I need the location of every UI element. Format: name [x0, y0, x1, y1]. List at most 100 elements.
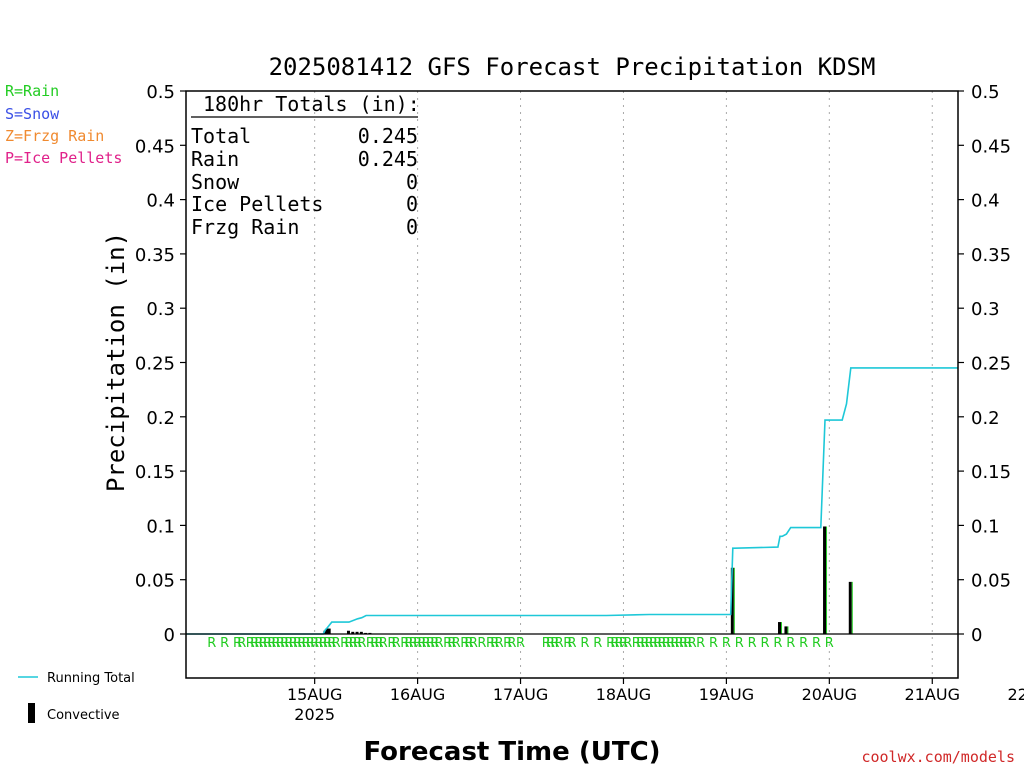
ptype-marker-53: R	[490, 636, 499, 651]
series-legend: Running Total Convective	[18, 671, 135, 723]
totals-box: 180hr Totals (in): Total 0.245 Rain 0.24…	[191, 92, 420, 239]
legend-rain: R=Rain	[5, 82, 59, 100]
ptype-marker-57: R	[516, 636, 525, 651]
totals-label-snow: Snow	[191, 170, 240, 194]
totals-value-snow: 0	[406, 170, 418, 194]
ptype-marker-72: R	[636, 636, 645, 651]
ptype-marker-54: R	[495, 636, 504, 651]
ptype-marker-19: R	[310, 636, 319, 651]
ptype-marker-55: R	[503, 636, 512, 651]
ptype-marker-93: R	[799, 636, 808, 651]
watermark: coolwx.com/models	[861, 748, 1015, 766]
convective-legend-swatch	[28, 703, 35, 723]
ptype-marker-29: R	[357, 636, 366, 651]
ptype-marker-22: R	[323, 636, 332, 651]
legend-frzg-rain: Z=Frzg Rain	[5, 127, 104, 145]
y-tick-label-left-1: 0.05	[135, 571, 175, 592]
ptype-marker-42: R	[426, 636, 435, 651]
convective-bar-9	[730, 567, 734, 634]
y-tick-label-right-4: 0.2	[971, 408, 1000, 429]
x-tick-label-4: 19AUG	[699, 685, 754, 704]
y-tick-label-left-7: 0.35	[135, 245, 175, 266]
ptype-marker-71: R	[632, 636, 641, 651]
ptype-marker-45: R	[443, 636, 452, 651]
ptype-marker-18: R	[306, 636, 315, 651]
ptype-marker-6: R	[254, 636, 263, 651]
plot-frame	[185, 90, 959, 679]
ptype-marker-75: R	[649, 636, 658, 651]
ptype-marker-17: R	[302, 636, 311, 651]
ptype-marker-43: R	[430, 636, 439, 651]
y-tick-label-right-10: 0.5	[971, 82, 1000, 103]
totals-label-ice-pellets: Ice Pellets	[191, 192, 323, 216]
convective-bar-11	[784, 626, 788, 634]
y-axis-right: 0 0.05 0.1 0.15 0.2 0.25 0.3 0.35 0.4 0.45 0.5	[958, 82, 1011, 646]
ptype-marker-60: R	[550, 636, 559, 651]
y-tick-label-left-3: 0.15	[135, 462, 175, 483]
y-tick-label-left-10: 0.5	[146, 82, 175, 103]
ptype-marker-31: R	[370, 636, 379, 651]
ptype-marker-48: R	[460, 636, 469, 651]
ptype-marker-14: R	[289, 636, 298, 651]
ptype-marker-49: R	[465, 636, 474, 651]
ptype-marker-85: R	[696, 636, 705, 651]
ptype-marker-8: R	[263, 636, 272, 651]
x-tick-label-6: 21AUG	[905, 685, 960, 704]
y-tick-label-left-4: 0.2	[146, 408, 175, 429]
ptype-marker-23: R	[327, 636, 336, 651]
ptype-marker-95: R	[825, 636, 834, 651]
ptype-marker-10: R	[272, 636, 281, 651]
totals-value-frzg-rain: 0	[406, 215, 418, 239]
ptype-marker-63: R	[567, 636, 576, 651]
running-total-legend-label: Running Total	[47, 671, 135, 686]
ptype-marker-4: R	[246, 636, 255, 651]
chart-title: 2025081412 GFS Forecast Precipitation KD…	[269, 53, 876, 81]
ptype-marker-27: R	[349, 636, 358, 651]
ptype-marker-39: R	[413, 636, 422, 651]
convective-bar-6	[359, 631, 363, 634]
ptype-marker-32: R	[374, 636, 383, 651]
x-axis-label: Forecast Time (UTC)	[363, 737, 660, 767]
ptype-marker-79: R	[666, 636, 675, 651]
ptype-marker-87: R	[722, 636, 731, 651]
y-tick-label-right-8: 0.4	[971, 191, 1000, 212]
y-tick-label-left-5: 0.25	[135, 354, 175, 375]
ptype-marker-88: R	[735, 636, 744, 651]
x-tick-label-2: 17AUG	[493, 685, 548, 704]
convective-legend-label: Convective	[47, 708, 120, 723]
ptype-marker-34: R	[387, 636, 396, 651]
ptype-marker-91: R	[773, 636, 782, 651]
ptype-marker-74: R	[645, 636, 654, 651]
ptype-legend: R=Rain S=Snow Z=Frzg Rain P=Ice Pellets	[5, 82, 122, 167]
legend-ice-pellets: P=Ice Pellets	[5, 149, 122, 167]
ptype-marker-47: R	[452, 636, 461, 651]
ptype-marker-21: R	[319, 636, 328, 651]
convective-bar-13	[848, 581, 852, 634]
y-tick-label-right-5: 0.25	[971, 354, 1011, 375]
ptype-marker-13: R	[284, 636, 293, 651]
ptype-marker-24: R	[332, 636, 341, 651]
ptype-marker-61: R	[555, 636, 564, 651]
y-tick-label-left-6: 0.3	[146, 299, 175, 320]
ptype-marker-3: R	[237, 636, 246, 651]
ptype-marker-73: R	[640, 636, 649, 651]
ptype-marker-44: R	[435, 636, 444, 651]
ptype-marker-67: R	[610, 636, 619, 651]
totals-value-total: 0.245	[358, 124, 418, 148]
totals-label-rain: Rain	[191, 147, 239, 171]
totals-value-ice-pellets: 0	[406, 192, 418, 216]
x-tick-label-0: 15AUG	[287, 685, 342, 704]
ptype-marker-35: R	[392, 636, 401, 651]
ptype-marker-0: R	[207, 636, 216, 651]
ptype-marker-9: R	[267, 636, 276, 651]
ptype-marker-58: R	[542, 636, 551, 651]
ptype-marker-81: R	[675, 636, 684, 651]
ptype-marker-26: R	[344, 636, 353, 651]
ptype-marker-70: R	[623, 636, 632, 651]
y-tick-label-right-3: 0.15	[971, 462, 1011, 483]
y-tick-label-right-7: 0.35	[971, 245, 1011, 266]
totals-heading: 180hr Totals (in):	[203, 92, 420, 116]
ptype-marker-77: R	[658, 636, 667, 651]
